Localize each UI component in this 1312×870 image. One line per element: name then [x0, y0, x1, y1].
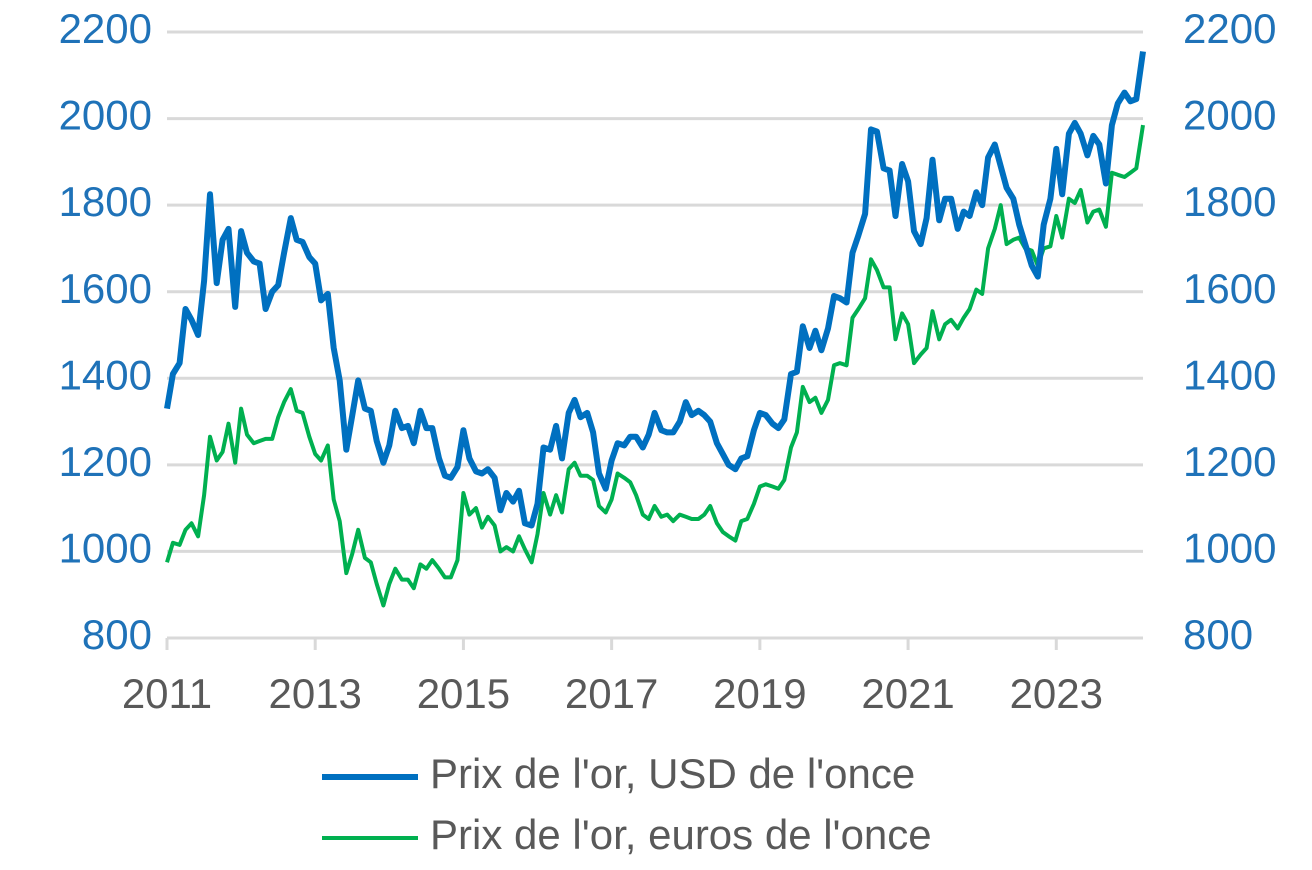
x-tick-label: 2019 — [713, 670, 806, 717]
x-tick-label: 2023 — [1010, 670, 1103, 717]
y2-tick-label: 800 — [1183, 611, 1253, 658]
legend-label: Prix de l'or, euros de l'once — [430, 811, 932, 858]
y2-tick-label: 1400 — [1183, 351, 1276, 398]
x-tick-label: 2015 — [417, 670, 510, 717]
x-tick-label: 2021 — [861, 670, 954, 717]
y2-tick-label: 2200 — [1183, 5, 1276, 52]
y-tick-label: 2000 — [59, 92, 152, 139]
y2-tick-label: 1600 — [1183, 265, 1276, 312]
y-tick-label: 1800 — [59, 178, 152, 225]
y2-tick-label: 1200 — [1183, 438, 1276, 485]
legend-label: Prix de l'or, USD de l'once — [430, 750, 915, 797]
x-tick-label: 2013 — [268, 670, 361, 717]
y-tick-label: 1200 — [59, 438, 152, 485]
x-tick-label: 2017 — [565, 670, 658, 717]
y-tick-label: 1000 — [59, 525, 152, 572]
y-tick-label: 1600 — [59, 265, 152, 312]
y2-tick-label: 1800 — [1183, 178, 1276, 225]
y-tick-label: 1400 — [59, 351, 152, 398]
y2-tick-label: 2000 — [1183, 92, 1276, 139]
x-tick-label: 2011 — [122, 670, 212, 717]
y-tick-label: 800 — [82, 611, 152, 658]
series-line — [164, 51, 1146, 529]
series-line — [165, 124, 1145, 608]
y2-tick-label: 1000 — [1183, 525, 1276, 572]
y-tick-label: 2200 — [59, 5, 152, 52]
